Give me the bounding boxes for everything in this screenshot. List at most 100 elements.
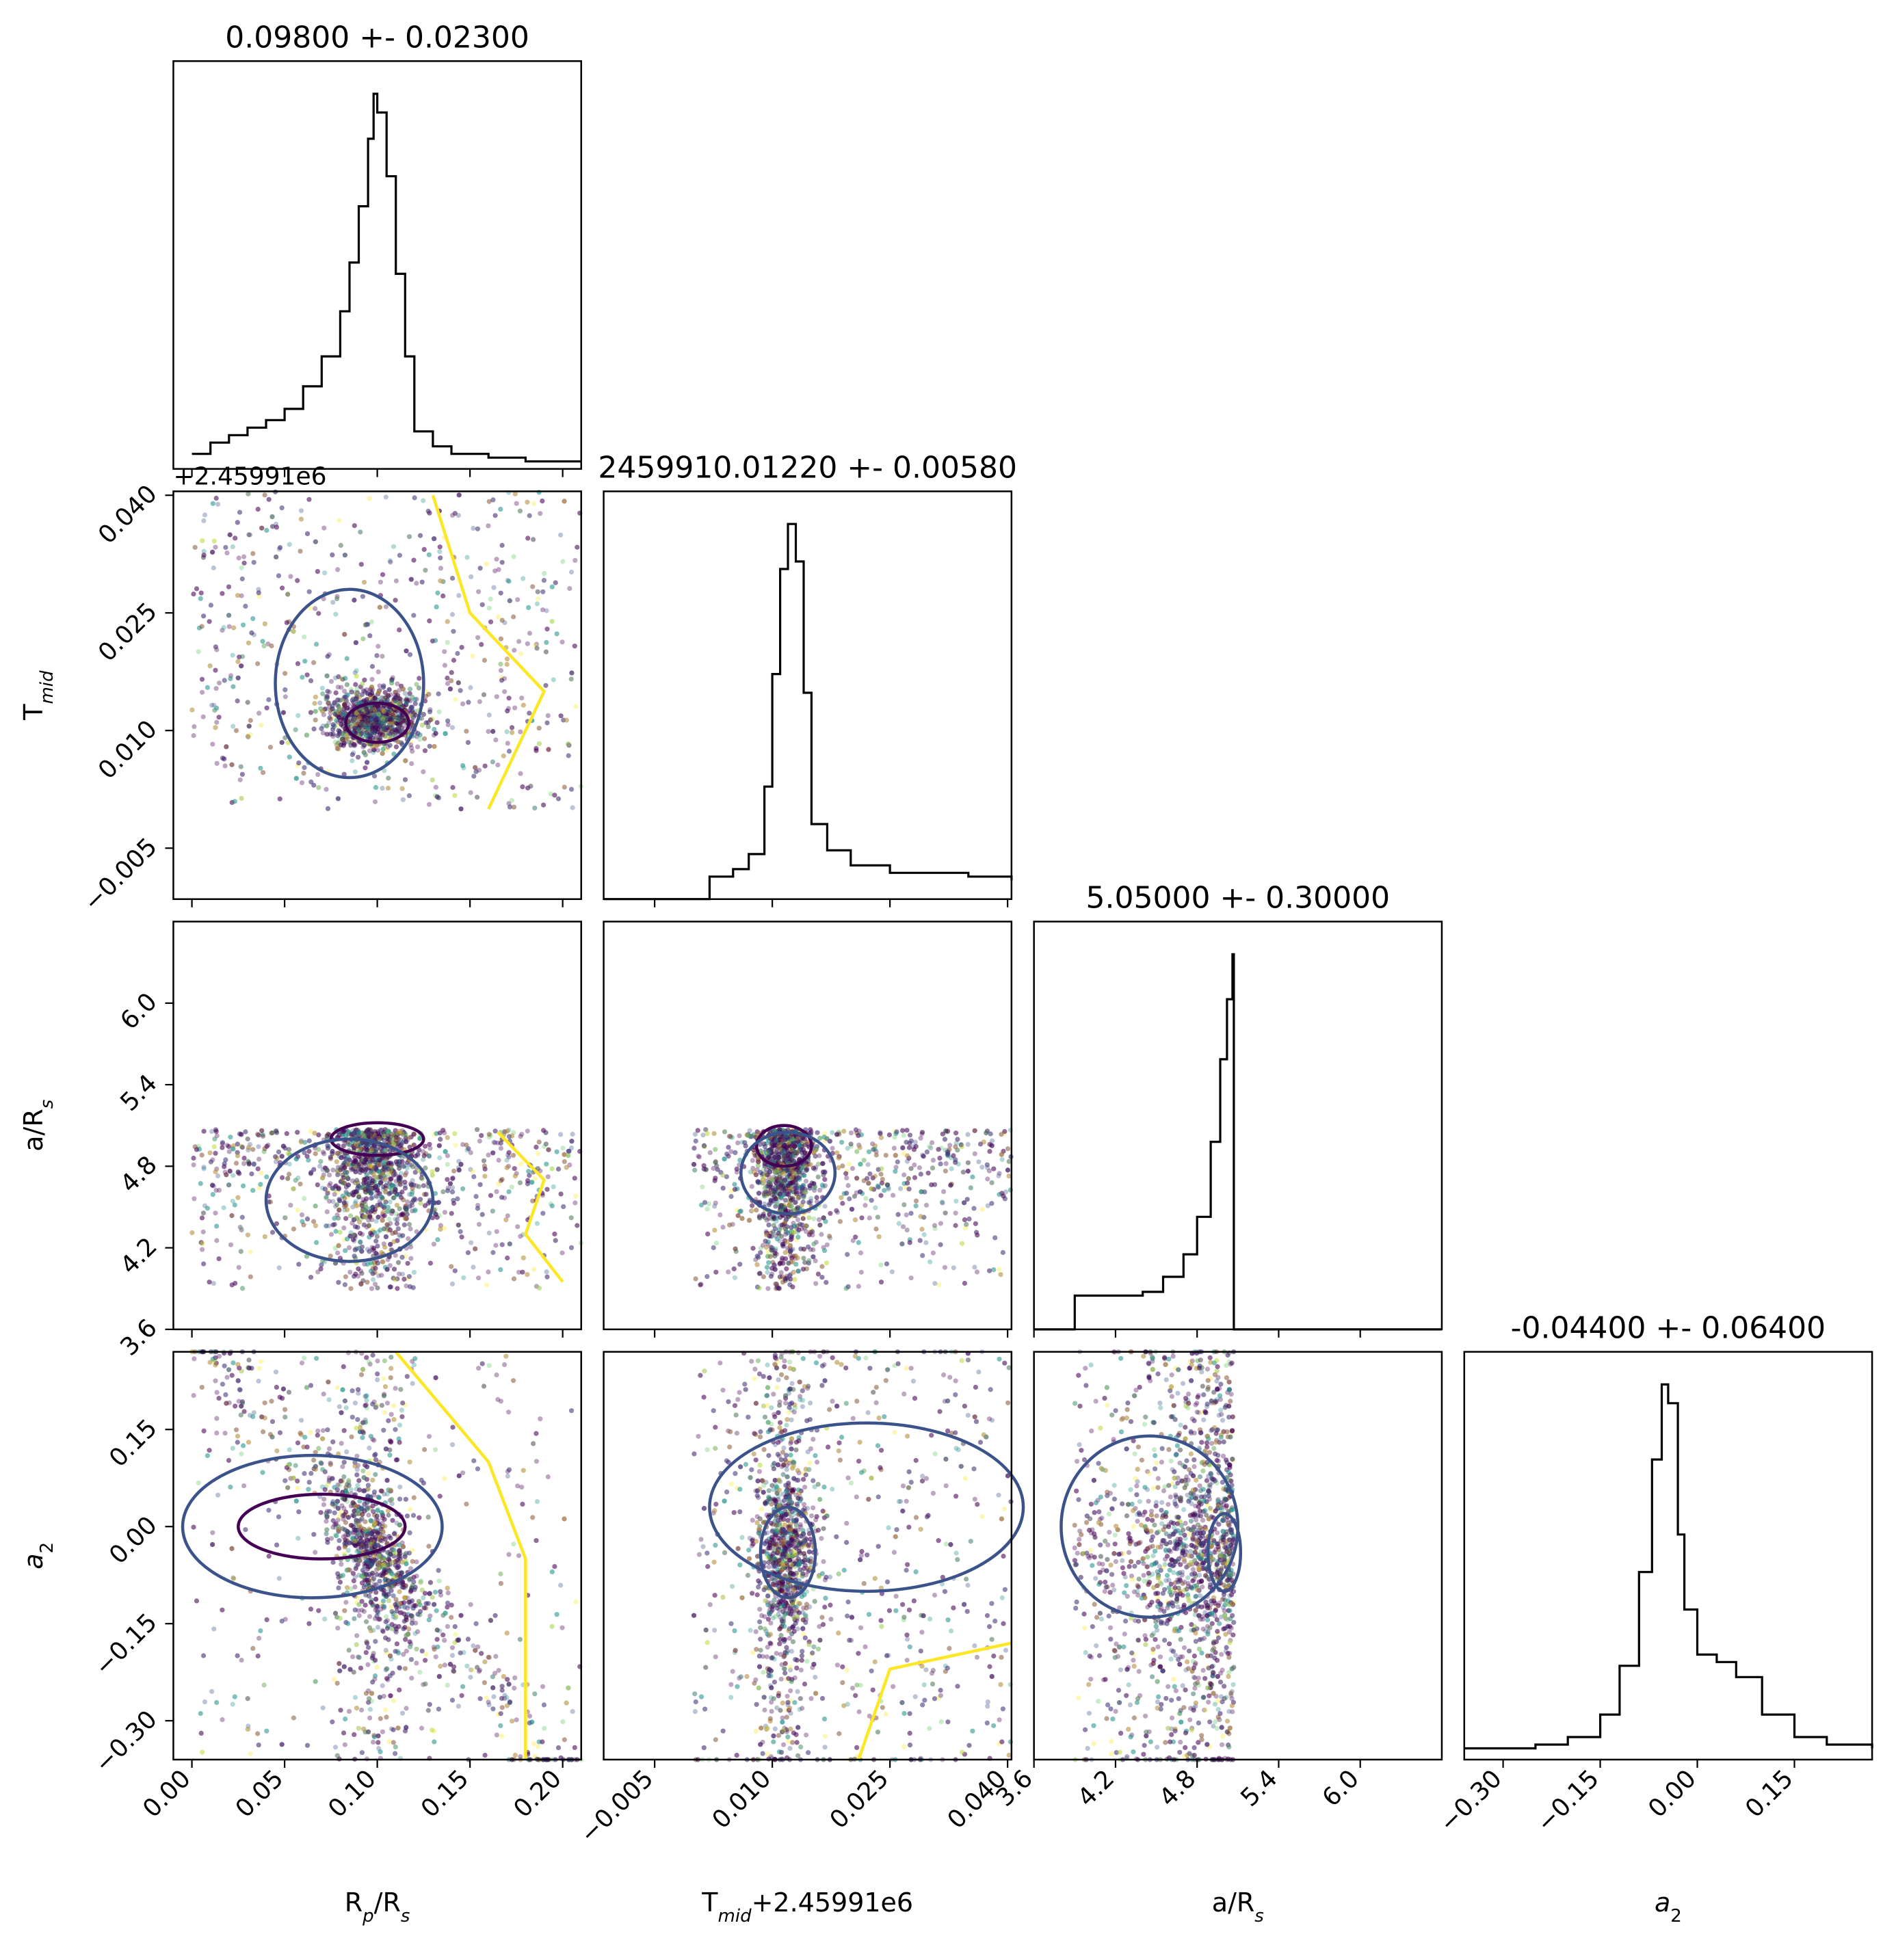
scatter-point — [306, 1148, 312, 1154]
scatter-point — [375, 1260, 381, 1266]
scatter-point — [490, 497, 496, 503]
scatter-point — [512, 648, 517, 653]
scatter-point — [373, 697, 379, 702]
scatter-point — [380, 1259, 386, 1264]
scatter-point — [464, 1142, 469, 1148]
scatter-point — [345, 1207, 350, 1213]
scatter-point — [534, 646, 540, 651]
scatter-point — [276, 573, 282, 579]
scatter-point — [544, 1274, 550, 1280]
scatter-point — [353, 726, 358, 732]
scatter-point — [486, 729, 491, 734]
scatter-point — [380, 730, 386, 735]
scatter-point — [369, 689, 375, 695]
scatter-point — [416, 685, 422, 691]
scatter-point — [458, 1229, 463, 1234]
scatter-point — [534, 1144, 539, 1150]
scatter-point — [280, 585, 285, 591]
scatter-point — [359, 724, 365, 730]
scatter-point — [414, 734, 419, 739]
scatter-point — [393, 578, 399, 584]
scatter-point — [258, 1182, 263, 1187]
scatter-point — [376, 669, 381, 675]
scatter-point — [367, 693, 373, 698]
scatter-point — [477, 1182, 483, 1187]
scatter-point — [365, 709, 371, 715]
scatter-point — [367, 1213, 373, 1219]
scatter-point — [245, 734, 250, 739]
scatter-point — [325, 806, 331, 811]
scatter-point — [427, 709, 433, 715]
scatter-point — [423, 568, 428, 573]
scatter-point — [417, 676, 422, 681]
scatter-point — [453, 697, 458, 702]
scatter-point — [223, 544, 228, 551]
scatter-point — [259, 525, 265, 531]
scatter-point — [302, 1195, 307, 1202]
scatter-point — [380, 572, 386, 577]
scatter-point — [397, 687, 402, 693]
scatter-point — [192, 1196, 197, 1202]
scatter-point — [414, 696, 419, 702]
scatter-point — [347, 1269, 353, 1275]
scatter-point — [445, 619, 450, 624]
scatter-point — [251, 632, 256, 637]
scatter-point — [235, 1141, 240, 1147]
scatter-point — [367, 633, 373, 639]
scatter-point — [330, 721, 336, 728]
scatter-point — [361, 719, 367, 724]
scatter-point — [298, 516, 304, 522]
scatter-point — [328, 717, 333, 722]
scatter-point — [518, 651, 524, 657]
scatter-point — [246, 532, 252, 538]
scatter-point — [233, 1161, 239, 1166]
scatter-point — [365, 715, 371, 721]
scatter-point — [233, 728, 239, 733]
scatter-point — [543, 1141, 549, 1147]
scatter-point — [481, 1158, 487, 1163]
scatter-point — [545, 1174, 551, 1180]
scatter-point — [570, 1131, 575, 1137]
scatter-point — [549, 1166, 555, 1171]
scatter-point — [199, 1152, 205, 1158]
scatter-point — [370, 712, 376, 717]
scatter-point — [551, 1184, 556, 1189]
scatter-point — [517, 1180, 523, 1185]
scatter-point — [381, 713, 386, 718]
scatter-point — [246, 1145, 252, 1150]
scatter-point — [394, 1221, 400, 1226]
scatter-point — [213, 495, 219, 501]
scatter-point — [425, 508, 431, 514]
scatter-point — [374, 653, 380, 659]
scatter-point — [531, 1267, 537, 1272]
scatter-point — [312, 1130, 317, 1136]
scatter-point — [471, 773, 477, 779]
scatter-point — [380, 746, 386, 752]
scatter-point — [395, 725, 401, 730]
scatter-point — [221, 1205, 226, 1210]
scatter-point — [440, 593, 446, 599]
scatter-point — [334, 596, 340, 602]
scatter-point — [250, 1147, 256, 1152]
scatter-point — [399, 1189, 405, 1195]
scatter-point — [442, 663, 448, 668]
scatter-point — [213, 725, 218, 730]
scatter-point — [367, 725, 373, 730]
scatter-point — [207, 1150, 213, 1156]
scatter-point — [380, 751, 385, 756]
scatter-point — [397, 1165, 402, 1171]
scatter-point — [342, 553, 347, 558]
scatter-point — [322, 570, 328, 576]
scatter-point — [541, 802, 547, 808]
scatter-point — [334, 745, 340, 751]
scatter-point — [306, 1157, 311, 1163]
scatter-point — [378, 715, 383, 721]
scatter-point — [376, 712, 382, 717]
scatter-point — [313, 1223, 318, 1228]
scatter-point — [216, 715, 222, 720]
scatter-point — [332, 1191, 337, 1197]
scatter-point — [264, 1143, 269, 1149]
scatter-point — [304, 1216, 311, 1221]
scatter-point — [399, 719, 405, 724]
scatter-point — [386, 693, 391, 699]
